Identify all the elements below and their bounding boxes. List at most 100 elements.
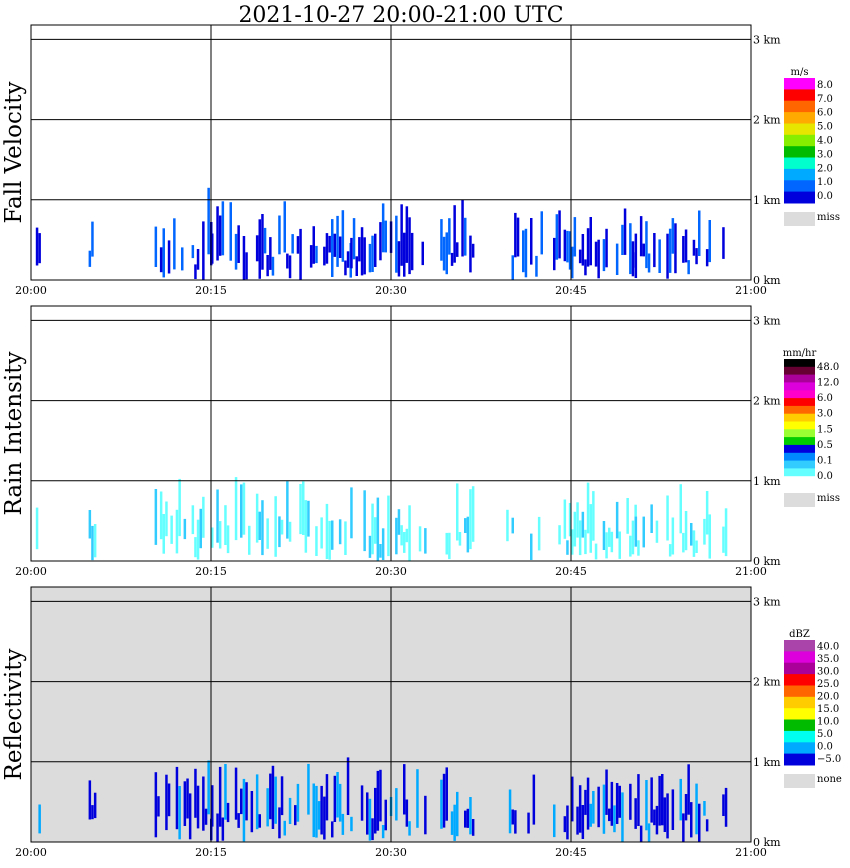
colorbar-swatch — [784, 685, 815, 698]
colorbar-swatch — [784, 146, 815, 159]
echo-cell — [618, 785, 621, 818]
echo-layer — [38, 757, 728, 842]
echo-cell — [403, 232, 406, 277]
echo-cell — [553, 804, 556, 838]
echo-cell — [341, 210, 345, 262]
echo-cell — [589, 217, 592, 266]
plot-frame — [30, 586, 752, 843]
y-tick-label: 1 km — [753, 194, 781, 207]
echo-cell — [684, 794, 688, 821]
echo-cell — [229, 202, 232, 261]
echo-cell — [671, 789, 675, 830]
echo-cell — [456, 242, 459, 257]
colorbar-label: 6.0 — [817, 393, 833, 404]
echo-cell — [368, 798, 372, 841]
echo-cell — [288, 255, 292, 279]
y-tick-label: 3 km — [753, 33, 781, 46]
echo-cell — [288, 797, 292, 824]
echo-cell — [299, 484, 302, 535]
panel-label: Reflectivity — [1, 649, 27, 781]
colorbar-swatch — [784, 112, 815, 124]
colorbar: dBZ 40.0 35.030.0 25.020.0 15.010.0 5.00.0 −5.… — [784, 629, 842, 788]
echo-cell — [418, 526, 422, 552]
echo-cell — [278, 807, 281, 839]
colorbar-label: 30.0 — [817, 666, 839, 677]
echo-cell — [563, 229, 567, 262]
echo-cell — [328, 520, 331, 560]
colorbar-label: 3.0 — [817, 409, 833, 420]
echo-cell — [653, 809, 656, 826]
colorbar-swatch — [784, 662, 815, 675]
echo-cell — [325, 774, 329, 821]
echo-cell — [571, 246, 574, 279]
colorbar-swatch — [784, 753, 815, 766]
echo-cell — [199, 508, 202, 549]
y-tick-label: 2 km — [753, 676, 781, 689]
echo-cell — [698, 803, 701, 842]
echo-cell — [159, 491, 163, 540]
panel-label: Rain Intensity — [1, 351, 27, 515]
echo-cell — [312, 783, 315, 838]
echo-cell — [181, 247, 184, 271]
echo-cell — [218, 215, 222, 256]
echo-cell — [178, 478, 181, 537]
echo-cell — [578, 785, 582, 833]
echo-cell — [186, 778, 189, 819]
echo-cell — [381, 528, 385, 560]
echo-cell — [535, 255, 538, 277]
echo-cell — [405, 799, 409, 827]
echo-cell — [514, 810, 517, 834]
echo-cell — [708, 514, 711, 559]
echo-cell — [682, 236, 685, 263]
echo-cell — [464, 810, 467, 828]
echo-cell — [615, 783, 619, 824]
echo-cell — [266, 255, 269, 277]
colorbar-label: 0.1 — [817, 456, 833, 467]
x-tick-label: 21:00 — [735, 284, 767, 297]
echo-cell — [471, 243, 475, 258]
echo-cell — [631, 241, 635, 277]
echo-cell — [687, 260, 690, 275]
echo-cell — [722, 227, 725, 259]
echo-cell — [250, 791, 254, 833]
echo-cell — [692, 239, 696, 256]
echo-cell — [165, 501, 168, 537]
echo-cell — [35, 227, 39, 266]
x-tick-label: 20:30 — [375, 284, 407, 297]
echo-cell — [537, 516, 541, 551]
echo-cell — [650, 504, 653, 533]
echo-cell — [615, 501, 619, 539]
echo-cell — [338, 519, 342, 545]
echo-cell — [299, 228, 302, 280]
echo-cell — [358, 237, 361, 262]
colorbar-swatch — [784, 719, 815, 732]
echo-cell — [93, 792, 97, 819]
echo-cell — [194, 768, 197, 818]
echo-cell — [242, 778, 246, 842]
echo-cell — [341, 813, 345, 835]
panel-1: 20:00 20:15 20:30 20:45 21:000 km 1 km 2 km 3 k… — [1, 305, 840, 578]
y-tick-label: 1 km — [753, 475, 781, 488]
echo-cell — [309, 245, 313, 268]
echo-cell — [469, 797, 472, 835]
echo-cell — [511, 517, 514, 534]
colorbar-swatch — [784, 476, 815, 485]
echo-cell — [445, 767, 448, 821]
echo-cell — [258, 814, 261, 828]
colorbar-label: 15.0 — [817, 704, 839, 715]
echo-cell — [346, 251, 350, 268]
panel-0: 20:00 20:15 20:30 20:45 21:000 km 1 km 2 km 3 k… — [1, 24, 840, 297]
y-tick-label: 0 km — [753, 274, 781, 287]
echo-cell — [266, 518, 269, 549]
echo-cell — [216, 489, 219, 543]
echo-cell — [245, 782, 248, 821]
colorbar-label: 10.0 — [817, 716, 839, 727]
echo-cell — [175, 509, 179, 554]
echo-cell — [642, 243, 645, 257]
echo-cell — [578, 249, 582, 264]
colorbar-swatch — [784, 123, 815, 136]
echo-cell — [442, 773, 446, 828]
echo-cell — [566, 805, 569, 840]
echo-cell — [610, 781, 614, 826]
echo-cell — [647, 823, 651, 842]
